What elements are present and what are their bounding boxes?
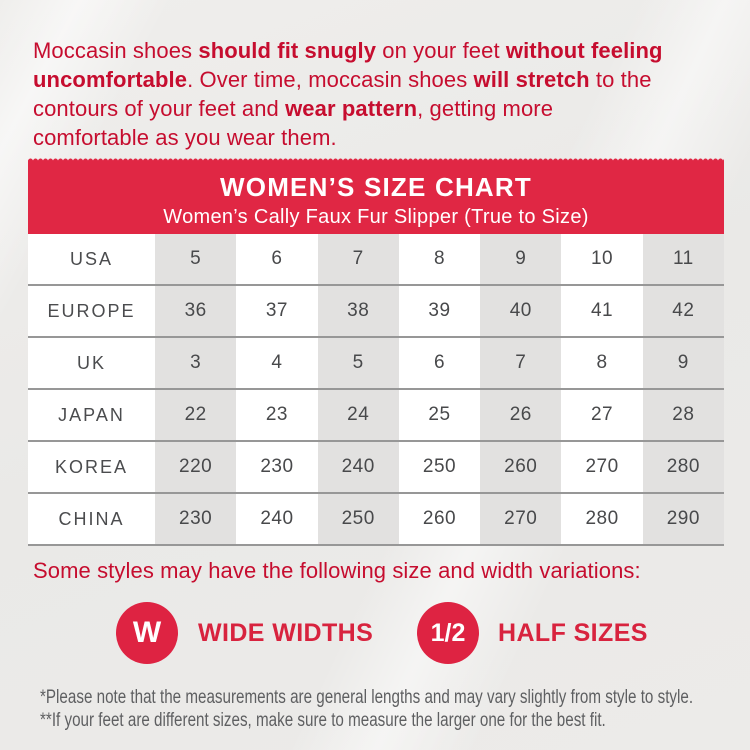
size-cell: 36 <box>155 286 237 336</box>
size-cell: 280 <box>585 508 619 529</box>
size-cell: 42 <box>642 286 724 336</box>
size-cell: 240 <box>317 442 399 492</box>
size-cell: 220 <box>155 442 237 492</box>
size-table: USA 5 6 7 8 9 10 11 EUROPE 36 37 38 39 4… <box>28 234 724 546</box>
intro-line: uncomfortable. Over time, moccasin shoes… <box>33 65 663 94</box>
footnote-line-1: *Please note that the measurements are g… <box>40 687 694 708</box>
size-cell: 9 <box>480 234 562 284</box>
size-cell: 41 <box>590 300 614 321</box>
size-cell: 10 <box>590 248 614 269</box>
size-cell: 25 <box>428 404 451 425</box>
row-label: UK <box>76 352 106 373</box>
size-cell: 4 <box>271 352 283 373</box>
size-cell: 270 <box>585 456 619 477</box>
intro-text-bold: uncomfortable <box>33 67 188 92</box>
size-cell: 250 <box>317 494 399 544</box>
size-cell: 5 <box>317 338 399 388</box>
banner-title: WOMEN’S SIZE CHART <box>220 172 532 202</box>
intro-text: , getting more <box>417 96 554 121</box>
half-sizes-symbol: 1/2 <box>430 618 466 647</box>
wide-widths-symbol: W <box>132 616 162 649</box>
size-cell: 6 <box>271 248 283 269</box>
half-sizes-badge-icon: 1/2 <box>417 602 479 664</box>
size-cell: 27 <box>590 404 614 425</box>
size-cell: 8 <box>433 248 446 269</box>
size-cell: 24 <box>317 390 399 440</box>
footnote-line-2: **If your feet are different sizes, make… <box>40 710 606 731</box>
size-cell: 40 <box>480 286 562 336</box>
size-cell: 22 <box>155 390 237 440</box>
intro-line: contours of your feet and wear pattern, … <box>33 94 663 123</box>
intro-line: Moccasin shoes should fit snugly on your… <box>33 36 663 65</box>
size-cell: 28 <box>642 390 724 440</box>
size-cell: 7 <box>480 338 562 388</box>
intro-text: comfortable as you wear them. <box>33 125 337 150</box>
table-row-japan: JAPAN 22 23 24 25 26 27 28 <box>28 390 724 442</box>
size-cell: 240 <box>260 508 294 529</box>
wide-widths-label: WIDE WIDTHS <box>198 619 374 647</box>
intro-text-bold: without feeling <box>505 38 663 63</box>
size-cell: 280 <box>642 442 724 492</box>
size-cell: 270 <box>480 494 562 544</box>
intro-paragraph: Moccasin shoes should fit snugly on your… <box>33 36 663 152</box>
size-cell: 260 <box>422 508 457 529</box>
size-cell: 7 <box>317 234 399 284</box>
intro-line: comfortable as you wear them. <box>33 123 663 152</box>
row-label: USA <box>69 248 113 269</box>
row-label: KOREA <box>54 456 129 477</box>
size-cell: 6 <box>433 352 446 373</box>
row-label: CHINA <box>58 508 125 529</box>
intro-text-bold: should fit snugly <box>198 38 377 63</box>
variations-heading: Some styles may have the following size … <box>33 558 641 583</box>
size-cell: 38 <box>317 286 399 336</box>
intro-text: contours of your feet and <box>33 96 286 121</box>
table-row-uk: UK 3 4 5 6 7 8 9 <box>28 338 724 390</box>
size-cell: 23 <box>265 404 288 425</box>
intro-text-bold: will stretch <box>473 67 590 92</box>
size-cell: 260 <box>480 442 562 492</box>
size-cell: 5 <box>155 234 237 284</box>
table-row-europe: EUROPE 36 37 38 39 40 41 42 <box>28 286 724 338</box>
size-cell: 3 <box>155 338 237 388</box>
wide-widths-badge-icon: W <box>116 602 178 664</box>
row-label: EUROPE <box>47 300 136 321</box>
half-sizes-label: HALF SIZES <box>498 619 648 647</box>
intro-text-bold: wear pattern <box>285 96 418 121</box>
intro-text: . Over time, moccasin shoes <box>187 67 474 92</box>
banner-subtitle: Women’s Cally Faux Fur Slipper (True to … <box>163 206 589 228</box>
size-cell: 8 <box>596 352 608 373</box>
size-cell: 230 <box>260 456 294 477</box>
table-row-korea: KOREA 220 230 240 250 260 270 280 <box>28 442 724 494</box>
size-cell: 11 <box>642 234 724 284</box>
size-cell: 37 <box>265 300 288 321</box>
row-label: JAPAN <box>58 404 125 425</box>
table-row-usa: USA 5 6 7 8 9 10 11 <box>28 234 724 286</box>
size-cell: 290 <box>642 494 724 544</box>
footnotes: *Please note that the measurements are g… <box>40 686 693 732</box>
size-cell: 9 <box>642 338 724 388</box>
size-cell: 230 <box>155 494 237 544</box>
size-cell: 39 <box>428 300 451 321</box>
intro-text: on your feet <box>376 38 506 63</box>
intro-text: to the <box>589 67 652 92</box>
intro-text: Moccasin shoes <box>33 38 199 63</box>
size-cell: 26 <box>480 390 562 440</box>
size-chart-banner: WOMEN’S SIZE CHART Women’s Cally Faux Fu… <box>28 157 724 234</box>
size-cell: 250 <box>422 456 457 477</box>
table-row-china: CHINA 230 240 250 260 270 280 290 <box>28 494 724 546</box>
